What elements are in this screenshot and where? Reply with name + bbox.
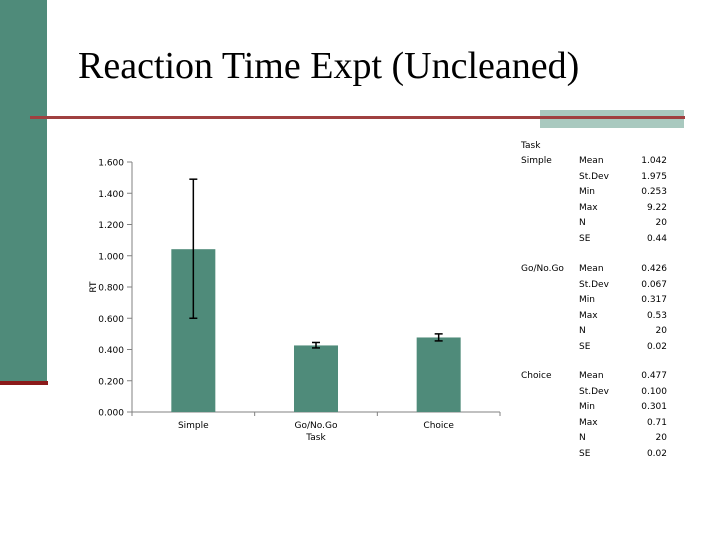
- title-rule: [30, 116, 685, 119]
- slide-sidebar-band: [0, 0, 47, 383]
- bar: [294, 345, 338, 412]
- y-tick-label: 1.400: [98, 190, 124, 200]
- y-tick-label: 1.000: [98, 252, 124, 262]
- y-tick-label: 0.200: [98, 377, 124, 387]
- y-tick-label: 1.200: [98, 221, 124, 231]
- title-accent-block: [540, 110, 684, 128]
- x-category-label: Go/No.Go: [295, 421, 338, 431]
- x-category-label: Choice: [423, 421, 454, 431]
- y-tick-label: 0.800: [98, 284, 124, 294]
- y-axis-title: RT: [89, 281, 99, 293]
- y-tick-label: 0.600: [98, 315, 124, 325]
- slide-title: Reaction Time Expt (Uncleaned): [78, 45, 580, 87]
- x-axis-title: Task: [305, 433, 326, 443]
- slide-sidebar-base-line: [0, 381, 48, 385]
- y-tick-label: 0.400: [98, 346, 124, 356]
- bar: [416, 337, 461, 412]
- y-tick-label: 1.600: [98, 159, 124, 169]
- x-category-label: Simple: [178, 421, 209, 431]
- y-tick-label: 0.000: [98, 409, 124, 419]
